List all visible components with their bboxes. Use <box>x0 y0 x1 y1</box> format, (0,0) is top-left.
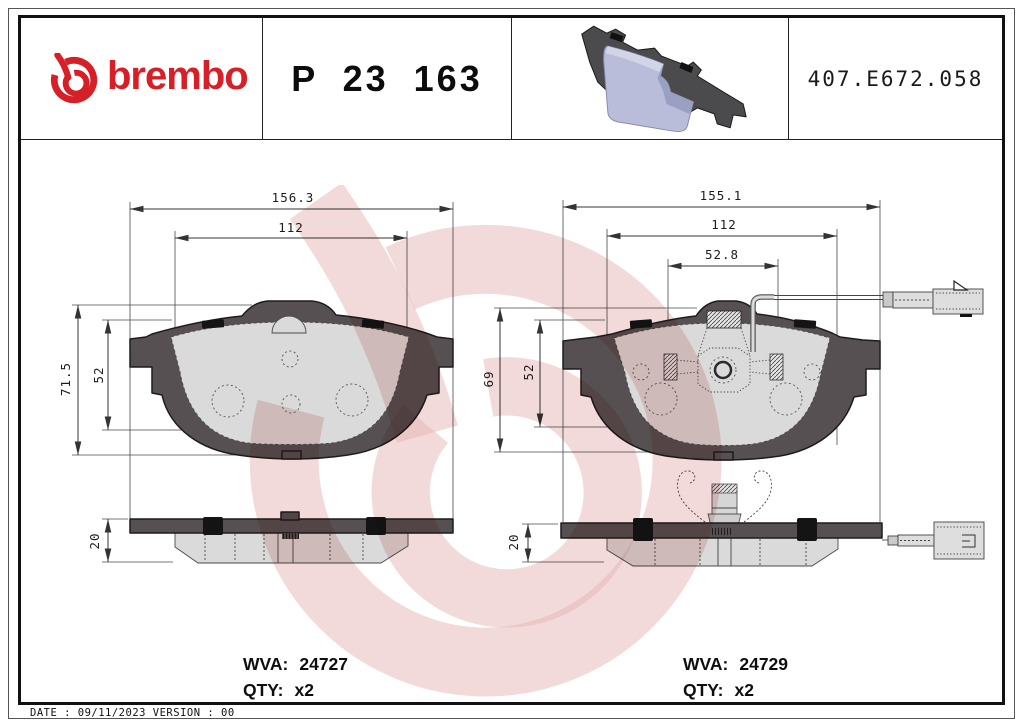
part-number-cell: P 23 163 <box>263 18 512 140</box>
outer-border <box>8 8 1015 719</box>
wva-value: 24727 <box>299 654 349 674</box>
pad-friction-shadow <box>657 63 694 114</box>
wva-label: WVA: <box>683 654 729 674</box>
pad-clip-3d <box>679 61 694 73</box>
qty-label: QTY: <box>243 680 284 700</box>
right-wva-block: WVA: 24729 QTY: x2 <box>683 654 788 706</box>
reference-cell: 407.E672.058 <box>789 18 1002 140</box>
right-width-total-dim: 155.1 <box>699 188 743 203</box>
revision-note: DATE : 09/11/2023 VERSION : 00 <box>30 707 235 719</box>
left-height-total-dim: 71.5 <box>58 361 73 397</box>
wva-value: 24729 <box>739 654 789 674</box>
left-width-inner-dim: 112 <box>278 220 304 235</box>
product-photo-cell <box>512 18 789 140</box>
part-number: P 23 163 <box>291 57 483 99</box>
brake-pad-3d-image <box>581 25 747 132</box>
left-wva-block: WVA: 24727 QTY: x2 <box>243 654 348 706</box>
right-thickness-dim: 20 <box>506 533 521 551</box>
pad-clip-3d <box>609 31 624 42</box>
left-thickness-dim: 20 <box>87 532 102 550</box>
qty-label: QTY: <box>683 680 724 700</box>
right-width-sensor-dim: 52.8 <box>704 247 740 262</box>
left-width-total-dim: 156.3 <box>271 190 315 205</box>
wva-label: WVA: <box>243 654 289 674</box>
brand-wordmark: brembo <box>107 54 249 98</box>
left-height-inner-dim: 52 <box>91 366 106 384</box>
pad-friction-3d <box>603 45 694 132</box>
reference-number: 407.E672.058 <box>807 66 984 91</box>
brand-cell: brembo <box>21 18 263 140</box>
qty-value: x2 <box>294 680 314 700</box>
brembo-logo-icon <box>50 52 98 103</box>
right-height-inner-dim: 52 <box>521 363 536 381</box>
pad-friction-highlight <box>605 45 664 72</box>
right-height-total-dim: 69 <box>481 370 496 388</box>
right-width-inner-dim: 112 <box>711 217 737 232</box>
qty-value: x2 <box>734 680 754 700</box>
